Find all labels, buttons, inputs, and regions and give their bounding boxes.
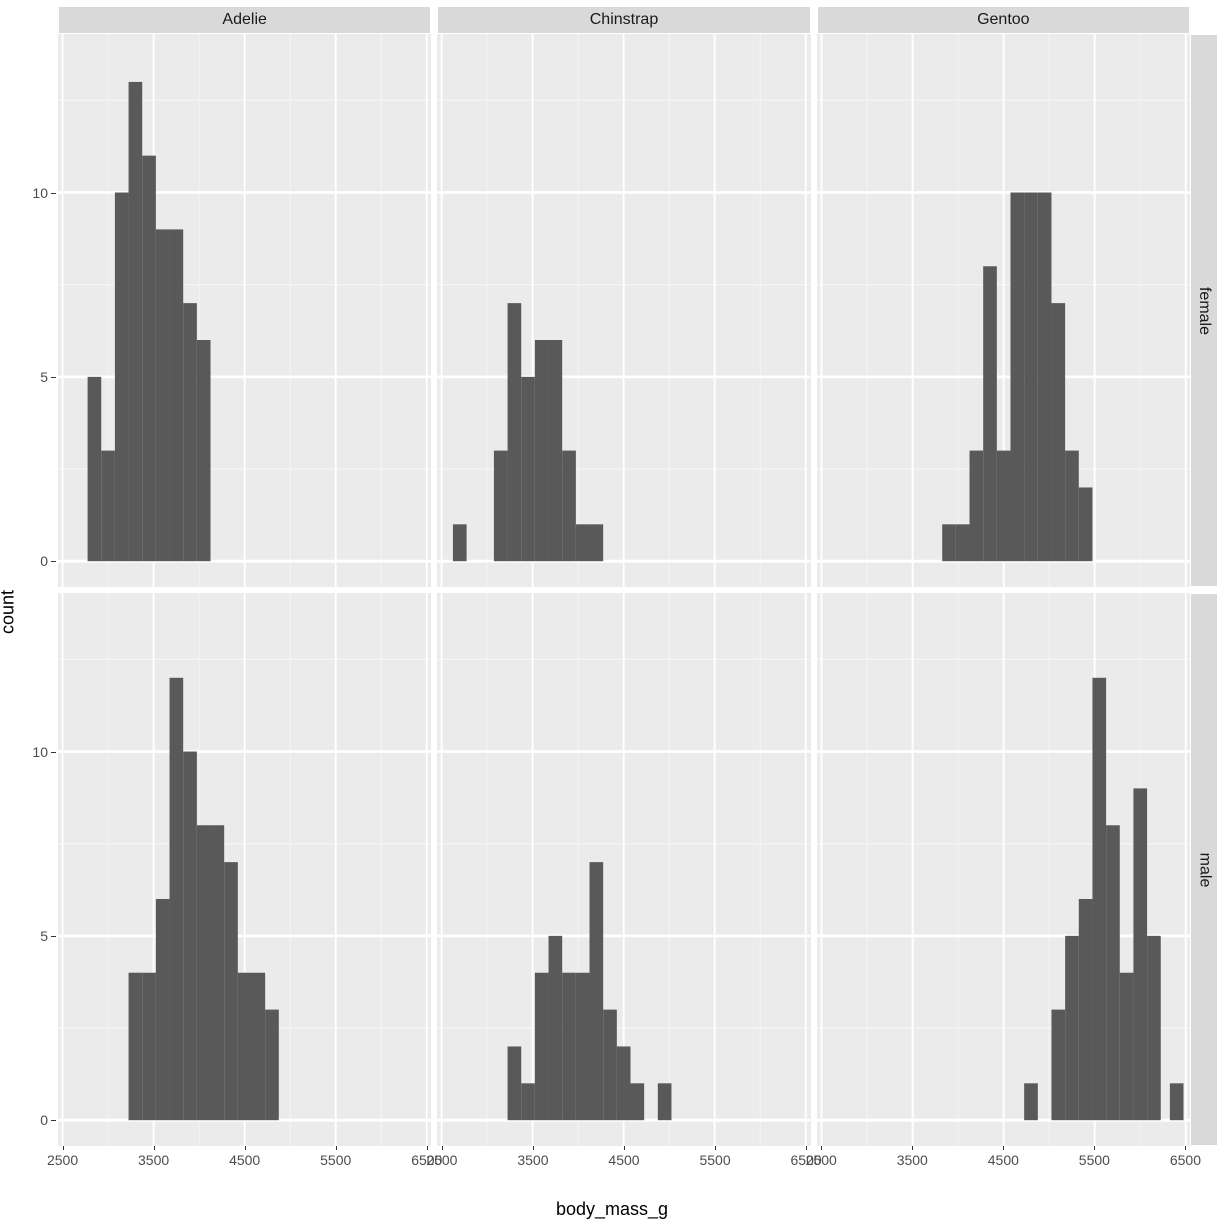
x-tick-label: 3500 <box>138 1152 169 1168</box>
y-axis-title: count <box>0 590 19 634</box>
x-tick-label: 3500 <box>517 1152 548 1168</box>
x-tick-label: 2500 <box>426 1152 457 1168</box>
y-tick-label: 10 <box>32 744 48 760</box>
y-tick-label: 0 <box>40 553 48 569</box>
x-ticks-col2: 25003500450055006500 <box>437 1146 810 1172</box>
x-tick-label: 5500 <box>1079 1152 1110 1168</box>
panel-chinstrap-male <box>437 593 810 1146</box>
x-tick-label: 4500 <box>229 1152 260 1168</box>
x-ticks-col1: 25003500450055006500 <box>58 1146 431 1172</box>
facet-chart: count body_mass_g Adelie Chinstrap Gento… <box>0 0 1224 1224</box>
row-strip-female: female <box>1190 34 1218 587</box>
row-strip-male: male <box>1190 593 1218 1146</box>
y-tick-label: 5 <box>40 928 48 944</box>
panel-gentoo-male <box>817 593 1190 1146</box>
col-strip-adelie: Adelie <box>58 6 431 34</box>
y-ticks-row2: 0 5 10 <box>18 593 58 1146</box>
col-strip-gentoo: Gentoo <box>817 6 1190 34</box>
x-axis-title: body_mass_g <box>556 1199 668 1220</box>
x-tick-row: 25003500450055006500 2500350045005500650… <box>58 1146 1190 1172</box>
panel-chinstrap-female <box>437 34 810 587</box>
y-tick-label: 0 <box>40 1112 48 1128</box>
plot-area: Adelie Chinstrap Gentoo female male 0510… <box>58 6 1218 1172</box>
panel-gentoo-female <box>817 34 1190 587</box>
panel-adelie-female <box>58 34 431 587</box>
x-tick-label: 3500 <box>897 1152 928 1168</box>
column-strips: Adelie Chinstrap Gentoo <box>58 6 1190 34</box>
y-tick-column: 0 5 10 0 5 10 <box>18 34 58 1146</box>
x-tick-label: 5500 <box>320 1152 351 1168</box>
col-strip-chinstrap: Chinstrap <box>437 6 810 34</box>
row-strips: female male <box>1190 34 1218 1146</box>
x-tick-label: 4500 <box>988 1152 1019 1168</box>
panel-grid <box>58 34 1190 1146</box>
y-tick-label: 10 <box>32 185 48 201</box>
x-tick-label: 2500 <box>47 1152 78 1168</box>
y-tick-label: 5 <box>40 369 48 385</box>
x-tick-label: 4500 <box>608 1152 639 1168</box>
x-tick-label: 6500 <box>1170 1152 1201 1168</box>
x-tick-label: 2500 <box>806 1152 837 1168</box>
x-ticks-col3: 25003500450055006500 <box>817 1146 1190 1172</box>
x-tick-label: 5500 <box>699 1152 730 1168</box>
panel-adelie-male <box>58 593 431 1146</box>
y-ticks-row1: 0 5 10 <box>18 34 58 587</box>
